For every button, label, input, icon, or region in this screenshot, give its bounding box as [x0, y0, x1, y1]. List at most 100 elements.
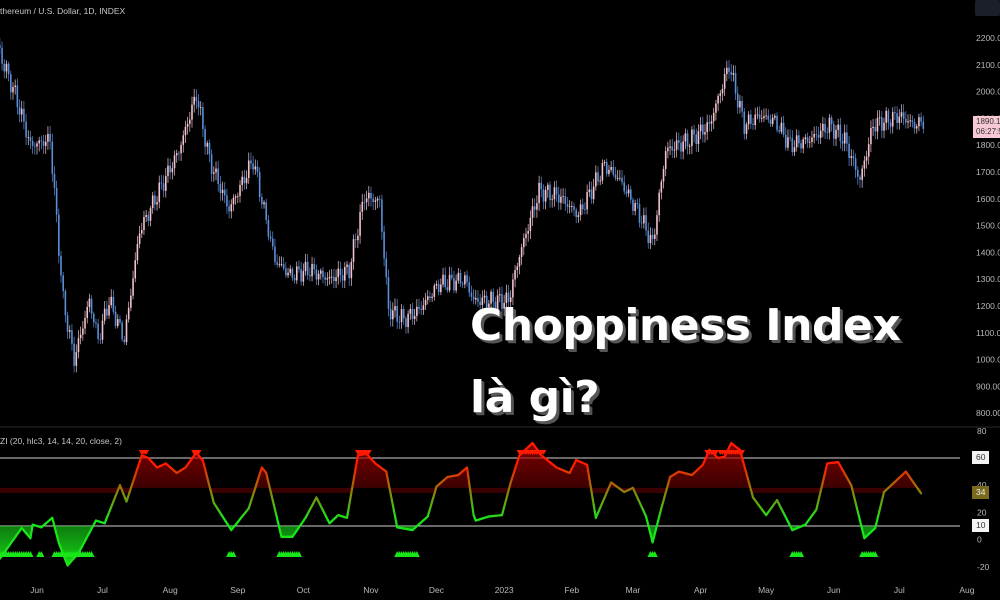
candle [852, 156, 855, 159]
candle [865, 156, 868, 161]
candle [920, 117, 922, 122]
candle [686, 133, 689, 147]
candle [230, 204, 233, 212]
candle [29, 137, 32, 141]
candle [887, 110, 890, 123]
candle [90, 298, 93, 314]
candle [867, 144, 870, 157]
candle [542, 189, 545, 202]
candle [20, 108, 23, 115]
candle [756, 114, 759, 116]
candle [743, 111, 746, 134]
candle [747, 114, 750, 125]
candle [361, 201, 364, 212]
candle [328, 276, 331, 279]
candle [533, 206, 536, 210]
time-tick-label: Jun [30, 585, 44, 595]
candle [512, 279, 514, 298]
candle [66, 315, 69, 332]
candle [363, 201, 366, 203]
candle [182, 135, 185, 145]
candle [195, 96, 198, 102]
candle [99, 339, 102, 340]
candle [492, 291, 495, 302]
candle [413, 315, 416, 320]
candle [603, 161, 606, 163]
candle [123, 339, 126, 343]
candle [114, 311, 117, 327]
candle [130, 295, 132, 308]
candle [409, 308, 412, 314]
symbol-legend[interactable]: thereum / U.S. Dollar, 1D, INDEX [0, 6, 126, 16]
candle [232, 197, 235, 205]
candle [721, 88, 724, 94]
indicator-legend[interactable]: ZI (20, hlc3, 14, 14, 20, close, 2) [0, 436, 122, 446]
candle [767, 115, 770, 120]
candle [645, 215, 647, 231]
candle [651, 234, 654, 239]
candle [58, 214, 60, 256]
candle [861, 168, 863, 180]
candle [193, 96, 195, 105]
candle [736, 93, 739, 108]
candle [691, 129, 693, 147]
candle [444, 274, 447, 288]
candle [752, 123, 754, 125]
price-tick-label: 2100.00 [976, 60, 1000, 70]
candle [429, 296, 431, 299]
candle [581, 204, 584, 210]
candle [84, 317, 86, 329]
candle [643, 215, 645, 224]
candle [841, 141, 844, 144]
candle [370, 192, 372, 199]
candle [0, 45, 1, 48]
time-tick-label: Dec [429, 585, 445, 595]
price-tick-label: 2200.00 [976, 33, 1000, 43]
candle [843, 132, 846, 144]
candle [863, 160, 866, 169]
candle [505, 292, 508, 304]
candle [590, 189, 593, 200]
lower-band-badge: 10 [972, 519, 990, 532]
candle [878, 117, 881, 119]
candle [265, 202, 268, 220]
candle [180, 144, 182, 154]
time-axis: Jun Jul Aug Sep Oct Nov Dec 2023 Feb Mar Apr May Jun… [30, 585, 975, 595]
candle [656, 215, 658, 235]
candle [348, 264, 350, 279]
candle [710, 121, 713, 124]
candle [10, 74, 12, 93]
chop-high-marker-icon [365, 450, 372, 455]
candle [298, 266, 300, 269]
candle [420, 308, 423, 311]
candle [557, 194, 560, 203]
candle [132, 278, 134, 296]
candle [357, 235, 359, 241]
candle [280, 264, 283, 266]
candle [765, 115, 767, 117]
candle [199, 107, 202, 108]
candle [79, 334, 82, 339]
candle [627, 189, 630, 194]
candle [416, 306, 418, 316]
candle [446, 287, 449, 291]
candle [254, 166, 257, 170]
candle [754, 114, 757, 125]
candle [219, 183, 222, 194]
candle [872, 126, 874, 128]
candle [784, 134, 787, 148]
chop-line-segment [587, 470, 591, 480]
candle [789, 137, 791, 139]
candle [575, 209, 578, 218]
candle [145, 214, 147, 217]
toolbar-corner-button[interactable] [975, 0, 1000, 16]
candle [612, 166, 615, 175]
last-price-label: 1890.19 06:27:5 [973, 116, 1000, 138]
candle [815, 134, 818, 135]
chop-line-segment [592, 503, 596, 513]
candle [461, 283, 464, 285]
candle [387, 277, 390, 309]
candle [472, 296, 475, 300]
candle [263, 202, 265, 205]
